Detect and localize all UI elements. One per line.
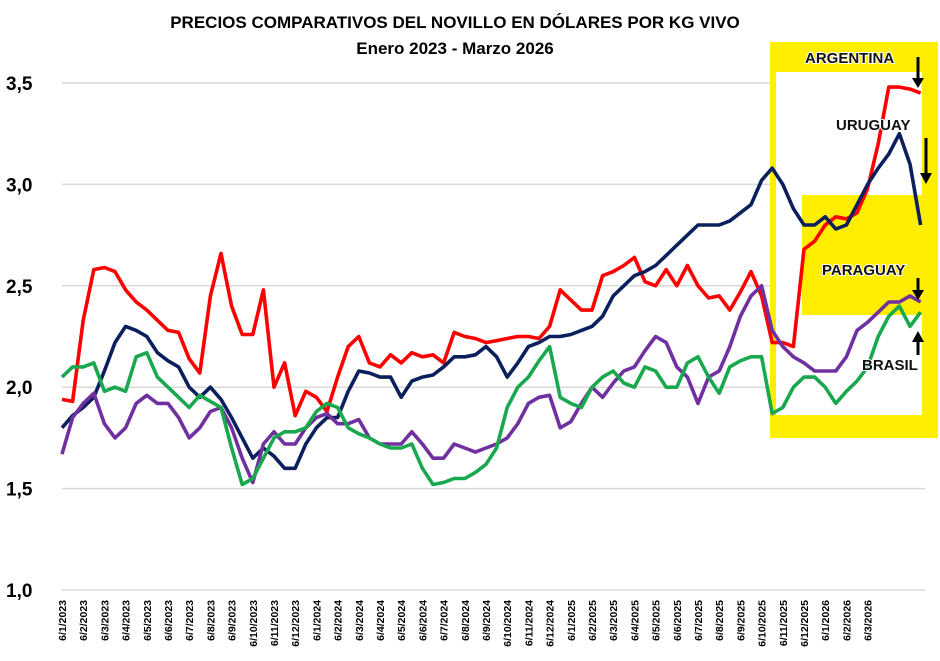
x-tick-label: 6/1/2023: [57, 600, 69, 641]
x-tick-label: 6/9/2023: [227, 600, 239, 641]
x-tick-label: 6/7/2025: [693, 600, 705, 641]
x-tick-label: 6/6/2025: [672, 600, 684, 641]
x-tick-label: 6/1/2026: [820, 600, 832, 641]
x-tick-label: 6/2/2025: [587, 600, 599, 641]
arrow-down-argentina-icon: [912, 57, 924, 88]
y-tick-label: 3,5: [6, 74, 33, 95]
x-tick-label: 6/8/2025: [714, 600, 726, 641]
series-line-uruguay: [60, 131, 923, 471]
y-tick-label: 1,0: [6, 581, 32, 602]
y-tick-label: 2,0: [6, 378, 32, 399]
x-tick-label: 6/12/2025: [799, 600, 811, 647]
x-tick-label: 6/3/2026: [863, 600, 875, 641]
label-paraguay: PARAGUAY: [822, 262, 905, 279]
x-tick-label: 6/5/2023: [142, 600, 154, 641]
inset-highlight: [770, 42, 938, 438]
x-axis-ticks: 6/1/2023 6/2/2023 6/3/2023 6/4/2023 6/5/2023…: [57, 600, 875, 647]
series-line-brasil: [60, 304, 923, 487]
label-brasil: BRASIL: [862, 357, 918, 374]
x-tick-label: 6/11/2025: [778, 600, 790, 646]
x-tick-label: 6/5/2025: [651, 600, 663, 641]
x-tick-label: 6/1/2024: [311, 600, 323, 641]
arrow-down-uruguay-icon: [920, 138, 932, 184]
x-tick-label: 6/10/2023: [248, 600, 260, 647]
series-line-paraguay: [60, 283, 922, 485]
x-tick-label: 6/2/2024: [333, 600, 345, 641]
label-uruguay: URUGUAY: [836, 117, 910, 134]
x-tick-label: 6/2/2023: [78, 600, 90, 641]
x-tick-label: 6/7/2023: [184, 600, 196, 641]
x-tick-label: 6/10/2025: [757, 600, 769, 647]
y-tick-label: 3,0: [6, 175, 32, 196]
x-tick-label: 6/8/2023: [205, 600, 217, 641]
x-tick-label: 6/12/2023: [290, 600, 302, 647]
x-tick-label: 6/9/2025: [735, 600, 747, 641]
x-tick-label: 6/9/2024: [481, 600, 493, 641]
x-tick-label: 6/11/2023: [269, 600, 281, 646]
x-tick-label: 6/4/2025: [629, 600, 641, 641]
arrow-down-paraguay-icon: [912, 278, 924, 300]
y-tick-label: 2,5: [6, 277, 33, 298]
y-tick-label: 1,5: [6, 480, 33, 501]
x-tick-label: 6/10/2024: [502, 600, 514, 647]
x-tick-label: 6/11/2024: [523, 600, 535, 646]
x-tick-label: 6/6/2023: [163, 600, 175, 641]
series-lines: [60, 85, 923, 487]
inset-white-patch-bottom: [776, 315, 922, 415]
chart-title: PRECIOS COMPARATIVOS DEL NOVILLO EN DÓLA…: [170, 13, 740, 32]
series-line-argentina: [61, 85, 922, 418]
x-tick-label: 6/3/2025: [608, 600, 620, 641]
x-tick-label: 6/6/2024: [417, 600, 429, 641]
x-tick-label: 6/4/2024: [375, 600, 387, 641]
y-axis-ticks: 1,0 1,5 2,0 2,5 3,0 3,5: [6, 74, 33, 602]
x-tick-label: 6/2/2026: [841, 600, 853, 641]
x-tick-label: 6/4/2023: [121, 600, 133, 641]
gridlines: [62, 82, 925, 591]
chart-subtitle: Enero 2023 - Marzo 2026: [356, 39, 553, 58]
x-tick-label: 6/7/2024: [439, 600, 451, 641]
arrow-up-brasil-icon: [912, 331, 924, 355]
label-argentina: ARGENTINA: [805, 50, 894, 67]
x-tick-label: 6/3/2024: [354, 600, 366, 641]
x-tick-label: 6/8/2024: [460, 600, 472, 641]
x-tick-label: 6/12/2024: [545, 600, 557, 647]
x-tick-label: 6/5/2024: [396, 600, 408, 641]
x-tick-label: 6/1/2025: [566, 600, 578, 641]
x-tick-label: 6/3/2023: [99, 600, 111, 641]
inset-annotations: ARGENTINA URUGUAY PARAGUAY BRASIL: [804, 49, 932, 375]
